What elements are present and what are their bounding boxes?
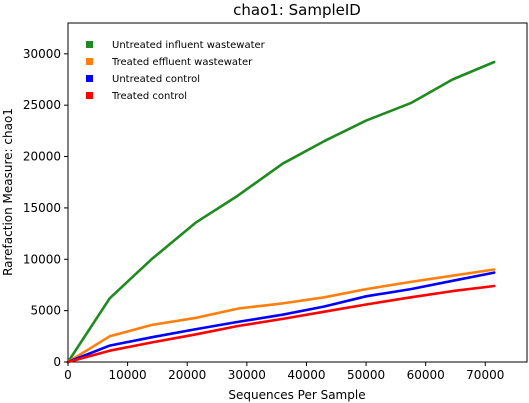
- y-tick-label: 30000: [23, 47, 61, 61]
- y-tick-label: 25000: [23, 98, 61, 112]
- y-tick-label: 20000: [23, 150, 61, 164]
- y-tick-label: 0: [53, 355, 61, 369]
- legend-label: Untreated influent wastewater: [112, 40, 266, 51]
- legend-swatch: [86, 92, 93, 99]
- y-tick-label: 5000: [30, 304, 61, 318]
- x-tick-label: 70000: [466, 368, 504, 382]
- legend-swatch: [86, 75, 93, 82]
- series-line-1: [66, 60, 496, 364]
- x-tick-label: 60000: [407, 368, 445, 382]
- y-tick-label: 15000: [23, 201, 61, 215]
- series-line-3: [66, 271, 496, 364]
- x-tick-label: 30000: [228, 368, 266, 382]
- x-tick-label: 20000: [168, 368, 206, 382]
- series-line-2: [66, 268, 496, 364]
- x-tick-label: 0: [64, 368, 72, 382]
- legend-label: Treated effluent wastewater: [111, 57, 253, 68]
- y-tick-label: 10000: [23, 252, 61, 266]
- plot-area: [66, 22, 528, 364]
- x-tick-label: 50000: [347, 368, 385, 382]
- legend-label: Treated control: [111, 91, 187, 102]
- legend-swatch: [86, 41, 93, 48]
- x-axis: 0 10000 20000 30000 40000 50000 60000 70000: [64, 362, 504, 382]
- series-line-4: [66, 284, 496, 364]
- chart-title: chao1: SampleID: [233, 1, 361, 19]
- legend: Untreated influent wastewater Treated eff…: [86, 40, 266, 102]
- y-axis: 0 5000 10000 15000 20000 25000 30000: [23, 47, 68, 369]
- series-lines: [66, 60, 496, 364]
- plot-frame: [67, 22, 528, 363]
- legend-label: Untreated control: [112, 74, 200, 85]
- y-axis-label: Rarefaction Measure: chao1: [1, 108, 15, 276]
- x-axis-label: Sequences Per Sample: [228, 388, 365, 402]
- legend-swatch: [86, 58, 93, 65]
- x-tick-label: 10000: [109, 368, 147, 382]
- x-tick-label: 40000: [287, 368, 325, 382]
